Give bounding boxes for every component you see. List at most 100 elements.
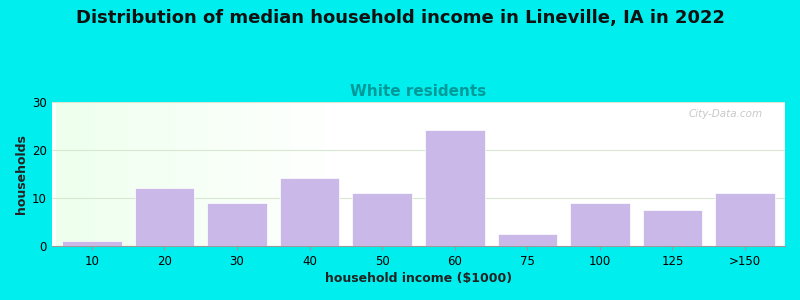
Bar: [266, 102, 270, 246]
Bar: [317, 102, 321, 246]
Bar: [534, 102, 538, 246]
Bar: [62, 102, 66, 246]
Bar: [658, 102, 662, 246]
Bar: [574, 102, 578, 246]
Bar: [596, 102, 600, 246]
Bar: [208, 102, 211, 246]
Bar: [650, 102, 654, 246]
Bar: [338, 102, 342, 246]
Bar: [494, 102, 498, 246]
Bar: [715, 193, 775, 246]
Bar: [654, 102, 658, 246]
Bar: [353, 193, 412, 246]
Bar: [586, 102, 589, 246]
Bar: [666, 102, 669, 246]
Bar: [509, 102, 513, 246]
Bar: [382, 102, 386, 246]
Bar: [241, 102, 244, 246]
Bar: [81, 102, 85, 246]
Bar: [466, 102, 470, 246]
Bar: [134, 188, 194, 246]
Bar: [121, 102, 125, 246]
Bar: [520, 102, 524, 246]
Bar: [172, 102, 175, 246]
Bar: [451, 102, 454, 246]
Bar: [546, 102, 549, 246]
Bar: [262, 102, 266, 246]
Bar: [673, 102, 676, 246]
X-axis label: household income ($1000): household income ($1000): [325, 272, 512, 285]
Bar: [458, 102, 462, 246]
Bar: [219, 102, 222, 246]
Bar: [321, 102, 324, 246]
Bar: [360, 102, 364, 246]
Bar: [226, 102, 230, 246]
Bar: [742, 102, 745, 246]
Bar: [636, 102, 640, 246]
Bar: [694, 102, 698, 246]
Bar: [407, 102, 411, 246]
Bar: [161, 102, 165, 246]
Bar: [662, 102, 666, 246]
Bar: [687, 102, 690, 246]
Bar: [255, 102, 258, 246]
Bar: [454, 102, 458, 246]
Bar: [277, 102, 281, 246]
Bar: [473, 102, 477, 246]
Bar: [201, 102, 204, 246]
Bar: [270, 102, 274, 246]
Bar: [66, 102, 70, 246]
Bar: [440, 102, 444, 246]
Bar: [738, 102, 742, 246]
Bar: [251, 102, 255, 246]
Bar: [759, 102, 763, 246]
Bar: [357, 102, 360, 246]
Bar: [647, 102, 650, 246]
Bar: [288, 102, 291, 246]
Bar: [506, 102, 509, 246]
Bar: [118, 102, 121, 246]
Bar: [770, 102, 774, 246]
Bar: [690, 102, 694, 246]
Text: Distribution of median household income in Lineville, IA in 2022: Distribution of median household income …: [75, 9, 725, 27]
Bar: [404, 102, 407, 246]
Bar: [527, 102, 531, 246]
Bar: [92, 102, 95, 246]
Bar: [62, 241, 122, 246]
Bar: [709, 102, 713, 246]
Bar: [487, 102, 491, 246]
Bar: [643, 102, 647, 246]
Bar: [132, 102, 135, 246]
Bar: [756, 102, 759, 246]
Bar: [502, 102, 506, 246]
Bar: [204, 102, 208, 246]
Bar: [179, 102, 182, 246]
Bar: [230, 102, 234, 246]
Bar: [211, 102, 215, 246]
Bar: [150, 102, 154, 246]
Bar: [280, 178, 339, 246]
Bar: [139, 102, 142, 246]
Bar: [346, 102, 350, 246]
Bar: [498, 234, 557, 246]
Bar: [480, 102, 484, 246]
Bar: [425, 130, 485, 246]
Bar: [517, 102, 520, 246]
Bar: [560, 102, 564, 246]
Bar: [633, 102, 636, 246]
Bar: [713, 102, 716, 246]
Bar: [274, 102, 277, 246]
Bar: [542, 102, 546, 246]
Bar: [513, 102, 517, 246]
Bar: [680, 102, 683, 246]
Bar: [368, 102, 371, 246]
Bar: [291, 102, 295, 246]
Bar: [168, 102, 172, 246]
Bar: [614, 102, 618, 246]
Bar: [74, 102, 78, 246]
Bar: [626, 102, 629, 246]
Bar: [553, 102, 556, 246]
Bar: [328, 102, 331, 246]
Bar: [723, 102, 727, 246]
Bar: [607, 102, 610, 246]
